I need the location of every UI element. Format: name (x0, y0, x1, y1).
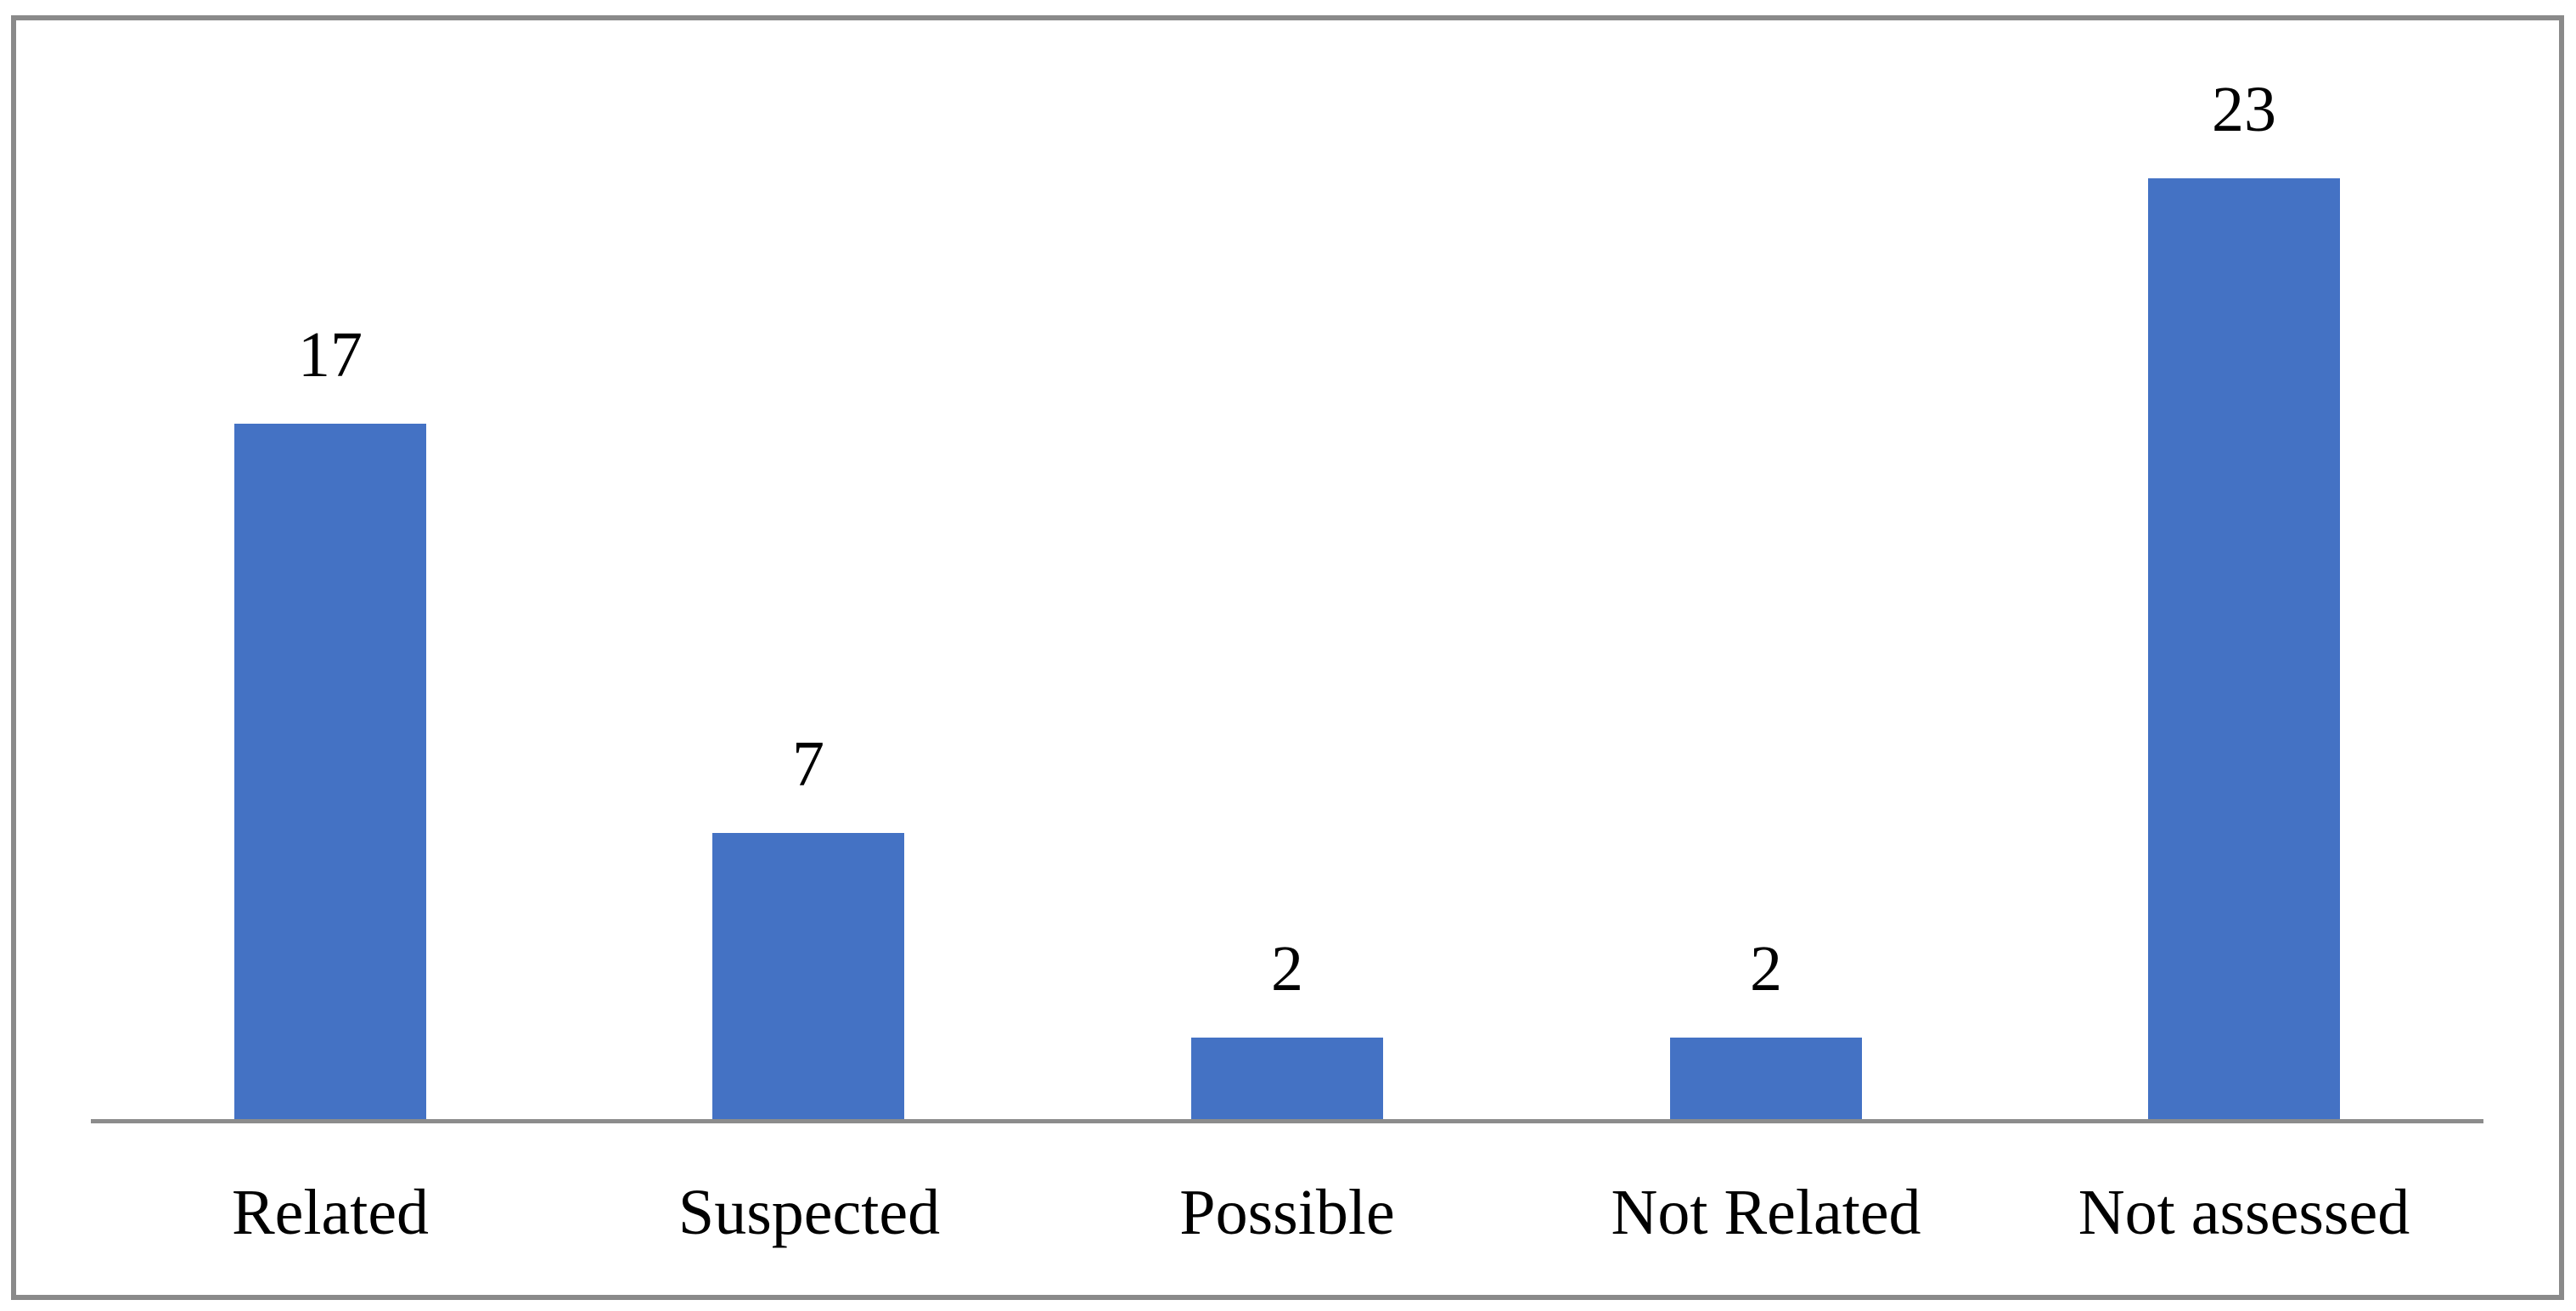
bar-value-label-possible: 2 (1271, 933, 1303, 1004)
x-axis-label-not-related: Not Related (1611, 1177, 1921, 1248)
x-axis-label-suspected: Suspected (678, 1177, 941, 1248)
bar-suspected (712, 833, 904, 1119)
bar-value-label-related: 17 (298, 319, 363, 391)
bar-possible (1191, 1038, 1383, 1119)
x-axis-label-related: Related (231, 1177, 430, 1248)
x-axis-line (91, 1119, 2483, 1123)
bar-not-assessed (2148, 178, 2340, 1119)
bar-related (234, 424, 426, 1119)
bar-value-label-suspected: 7 (792, 729, 824, 800)
bar-value-label-not-assessed: 23 (2212, 74, 2276, 145)
figure-border (11, 15, 2564, 1300)
bar-not-related (1670, 1038, 1862, 1119)
bar-value-label-not-related: 2 (1750, 933, 1782, 1004)
x-axis-label-possible: Possible (1179, 1177, 1395, 1248)
x-axis-label-not-assessed: Not assessed (2078, 1177, 2410, 1248)
